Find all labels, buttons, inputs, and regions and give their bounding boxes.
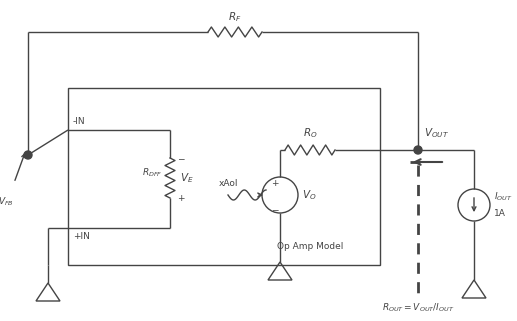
Text: $+$: $+$	[271, 178, 279, 188]
Text: $-$: $-$	[271, 204, 279, 213]
Text: $R_O$: $R_O$	[302, 126, 317, 140]
Text: $R_{OUT} = V_{OUT}/I_{OUT}$: $R_{OUT} = V_{OUT}/I_{OUT}$	[382, 302, 454, 314]
Text: $R_{DFF}$: $R_{DFF}$	[142, 167, 162, 179]
Text: $V_{FB}$: $V_{FB}$	[0, 195, 14, 207]
Text: $I_{OUT}$: $I_{OUT}$	[494, 191, 512, 203]
Bar	[68, 88, 380, 265]
Text: +IN: +IN	[73, 232, 90, 241]
Text: $-$: $-$	[177, 153, 186, 162]
Text: $V_O$: $V_O$	[302, 188, 316, 202]
Text: $R_F$: $R_F$	[229, 10, 242, 24]
Text: -IN: -IN	[73, 117, 86, 126]
Text: xAol: xAol	[218, 178, 238, 187]
Text: $+$: $+$	[177, 193, 186, 203]
Text: $V_E$: $V_E$	[180, 171, 194, 185]
Text: $V_{OUT}$: $V_{OUT}$	[424, 126, 449, 140]
Circle shape	[414, 146, 422, 154]
Circle shape	[24, 151, 32, 159]
Text: 1A: 1A	[494, 209, 506, 218]
Text: Op Amp Model: Op Amp Model	[277, 242, 343, 251]
